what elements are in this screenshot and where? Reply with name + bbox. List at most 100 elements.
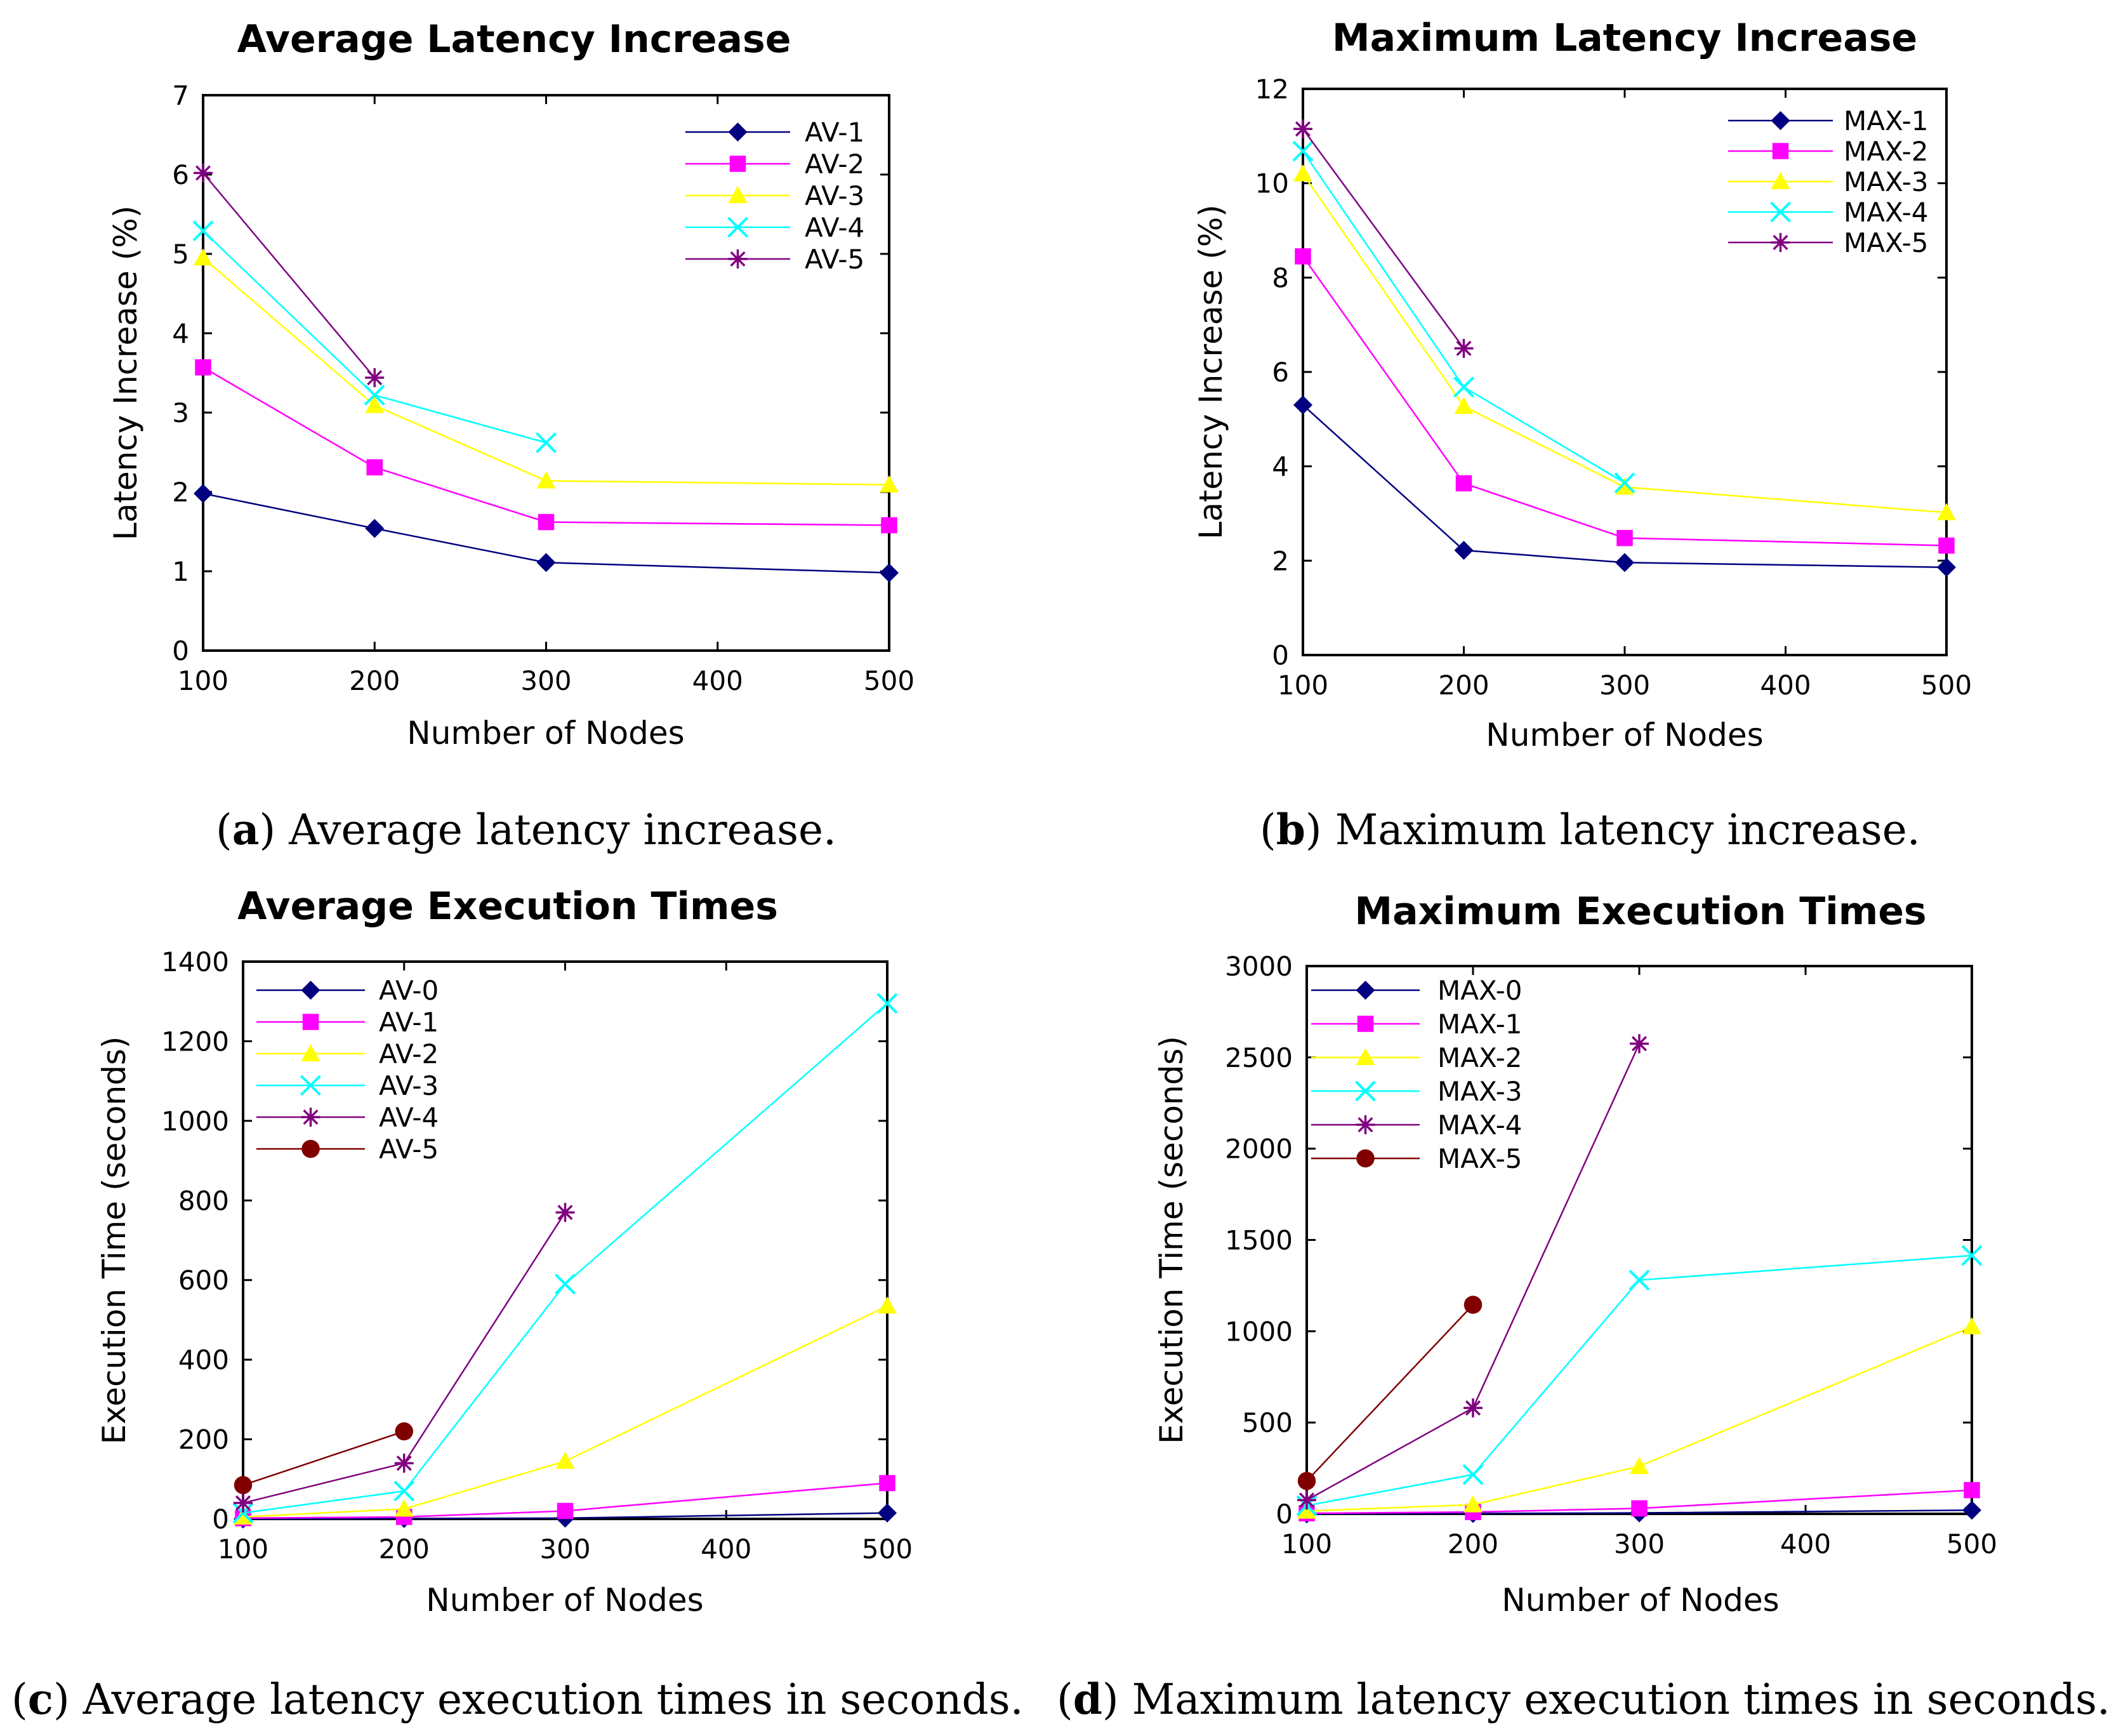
legend-entry: MAX-4 <box>1311 1110 1523 1141</box>
legend-entry: AV-2 <box>685 149 864 180</box>
series-av-3 <box>232 993 898 1524</box>
series-max-2 <box>1295 248 1955 554</box>
data-point <box>879 1474 895 1492</box>
caption: (b) Maximum latency increase. <box>1260 805 1920 854</box>
series-line <box>202 366 890 526</box>
series-av-1 <box>194 484 899 583</box>
x-tick-label: 400 <box>1760 670 1811 701</box>
y-tick-label: 7 <box>172 80 189 111</box>
x-tick-label: 300 <box>1614 1528 1665 1560</box>
data-point <box>536 471 556 489</box>
legend-entry: AV-5 <box>685 244 864 275</box>
legend-marker <box>1771 172 1790 189</box>
x-tick-label: 300 <box>520 665 571 696</box>
caption: (a) Average latency increase. <box>216 805 836 854</box>
series-av-5 <box>234 1422 413 1494</box>
data-point <box>1297 1490 1316 1510</box>
series-line <box>242 1482 888 1519</box>
data-point <box>1964 1481 1980 1499</box>
chart-panel-4: Maximum Execution Times 100 200 300 400 500 0 5… <box>1057 889 2110 1724</box>
series-line <box>1306 1509 1972 1515</box>
x-tick-label: 100 <box>1278 670 1328 701</box>
data-point <box>1292 140 1314 162</box>
data-point <box>194 248 213 266</box>
y-tick-label: 8 <box>1272 262 1289 293</box>
y-axis-label: Execution Time (seconds) <box>96 1037 133 1445</box>
series-line <box>242 1512 888 1520</box>
legend-entry: MAX-2 <box>1728 136 1929 167</box>
legend-marker <box>728 249 748 268</box>
series-line <box>202 257 890 486</box>
legend-marker <box>301 1108 320 1127</box>
y-tick-label: 1400 <box>161 946 229 977</box>
caption-letter: c <box>28 1674 53 1724</box>
series-line <box>1306 1304 1474 1482</box>
series-av-2 <box>234 1296 897 1525</box>
data-point <box>366 459 383 475</box>
data-point <box>538 514 555 531</box>
data-point <box>234 1476 253 1494</box>
legend-label: MAX-4 <box>1844 197 1929 228</box>
y-tick-label: 6 <box>1272 357 1289 388</box>
data-point <box>1293 119 1312 139</box>
y-tick-label: 2000 <box>1225 1134 1293 1165</box>
legend-entry: AV-0 <box>256 975 439 1006</box>
data-point <box>555 1273 576 1295</box>
legend-entry: AV-1 <box>256 1007 439 1038</box>
legend-marker <box>1771 233 1790 252</box>
x-tick-label: 100 <box>1281 1528 1332 1560</box>
legend-marker <box>1771 111 1790 130</box>
series-max-4 <box>1292 140 1635 494</box>
legend-entry: MAX-2 <box>1311 1042 1523 1073</box>
caption: (c) Average latency execution times in s… <box>11 1674 1024 1724</box>
y-tick-label: 0 <box>1272 640 1289 671</box>
legend-entry: MAX-1 <box>1728 105 1929 136</box>
data-point <box>1463 1495 1483 1513</box>
x-tick-label: 500 <box>862 1534 913 1565</box>
data-point <box>365 519 385 538</box>
data-point <box>234 1507 253 1525</box>
y-tick-label: 10 <box>1255 168 1289 199</box>
y-tick-label: 12 <box>1255 74 1289 105</box>
data-point <box>395 1422 413 1441</box>
data-point <box>1938 537 1955 554</box>
legend-entry: MAX-1 <box>1311 1009 1523 1040</box>
y-tick-label: 4 <box>1272 451 1289 482</box>
legend-marker <box>301 1139 320 1158</box>
data-point <box>393 1480 415 1502</box>
series-line <box>202 493 890 574</box>
caption-letter: a <box>232 805 260 854</box>
legend-label: MAX-5 <box>1844 227 1929 258</box>
series-line <box>1306 1254 1972 1507</box>
x-tick-label: 500 <box>1921 670 1972 701</box>
x-tick-label: 400 <box>701 1534 751 1565</box>
data-point <box>394 1499 414 1517</box>
x-tick-label: 200 <box>379 1534 430 1565</box>
x-tick-label: 200 <box>1448 1528 1498 1560</box>
y-tick-label: 1200 <box>161 1026 229 1057</box>
legend-label: AV-3 <box>379 1070 439 1101</box>
legend-entry: MAX-3 <box>1311 1076 1523 1107</box>
legend-entry: AV-3 <box>685 180 864 211</box>
y-axis-label: Latency Increase (%) <box>107 206 144 541</box>
data-point <box>1293 395 1312 415</box>
caption-text: Maximum latency increase. <box>1322 805 1920 854</box>
x-axis-label: Number of Nodes <box>1502 1582 1779 1619</box>
data-point <box>364 385 385 406</box>
data-point <box>195 359 211 376</box>
legend-label: AV-2 <box>379 1038 439 1070</box>
caption-text: Maximum latency execution times in secon… <box>1119 1675 2110 1724</box>
x-tick-label: 500 <box>1946 1528 1997 1560</box>
data-point <box>878 1503 897 1523</box>
y-axis-label: Execution Time (seconds) <box>1153 1036 1190 1444</box>
y-tick-label: 3 <box>172 397 189 428</box>
legend-marker <box>728 123 748 142</box>
caption-letter: d <box>1073 1674 1102 1724</box>
data-point <box>1454 540 1474 560</box>
x-tick-label: 100 <box>178 665 228 696</box>
legend-label: AV-5 <box>805 244 864 275</box>
data-point <box>1937 503 1956 520</box>
legend-marker <box>728 186 748 203</box>
